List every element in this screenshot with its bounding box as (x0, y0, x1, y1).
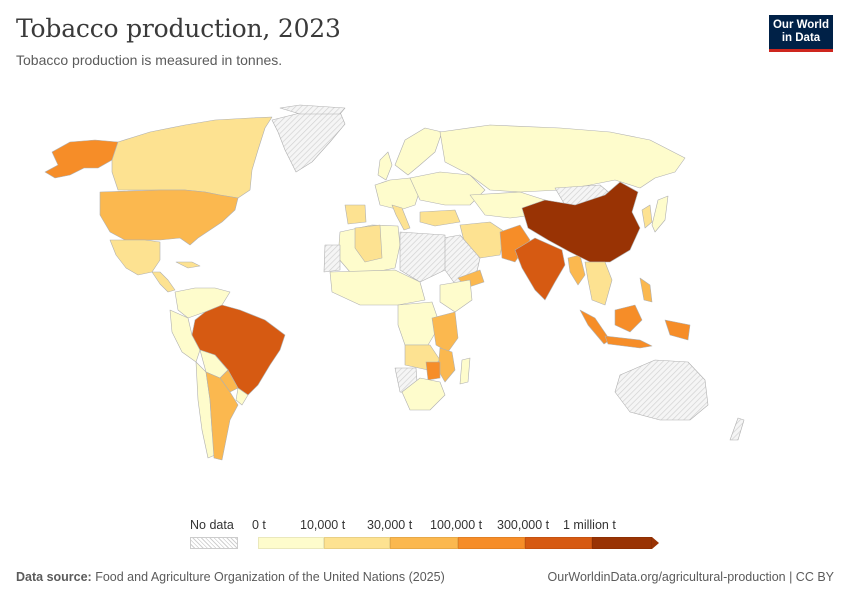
legend-arrow-icon (652, 537, 659, 549)
data-source: Data source: Food and Agriculture Organi… (16, 570, 445, 584)
legend-bin-label: 10,000 t (300, 518, 346, 532)
region-cuba[interactable] (175, 261, 201, 269)
region-algeria[interactable] (354, 224, 383, 263)
legend-swatch-0[interactable] (258, 537, 324, 549)
region-ethiopia[interactable] (439, 279, 473, 313)
region-antarctic-islands[interactable] (279, 104, 346, 115)
region-korea-japan[interactable] (641, 204, 653, 229)
region-libya-egypt[interactable] (399, 231, 446, 283)
region-uruguay[interactable] (235, 387, 249, 406)
legend-bin-label: 1 million t (563, 518, 616, 532)
region-greenland[interactable] (271, 111, 346, 173)
region-turkey[interactable] (419, 209, 461, 227)
region-new-zealand[interactable] (729, 417, 745, 441)
region-mexico[interactable] (109, 239, 161, 276)
region-united-states[interactable] (99, 189, 239, 246)
region-india[interactable] (514, 237, 566, 301)
legend-bin-label: 100,000 t (430, 518, 483, 532)
region-china[interactable] (521, 181, 641, 263)
region-madagascar[interactable] (459, 357, 471, 385)
region-malawi-mozambique[interactable] (437, 347, 456, 383)
region-western-europe[interactable] (374, 177, 421, 211)
region-philippines[interactable] (639, 277, 653, 303)
owid-logo[interactable]: Our World in Data (769, 15, 833, 52)
region-myanmar[interactable] (567, 254, 586, 286)
legend-swatch-3[interactable] (458, 537, 525, 549)
region-japan[interactable] (651, 195, 669, 233)
region-new-guinea[interactable] (664, 319, 691, 341)
region-indonesia-java[interactable] (604, 335, 653, 349)
legend-bin-label: 300,000 t (497, 518, 550, 532)
region-tanzania-kenya[interactable] (431, 311, 459, 353)
legend-swatch-2[interactable] (390, 537, 458, 549)
region-western-sahara[interactable] (323, 244, 341, 273)
region-uk[interactable] (377, 151, 393, 181)
region-argentina[interactable] (205, 371, 239, 461)
region-scandinavia[interactable] (394, 127, 443, 176)
legend-swatch-4[interactable] (525, 537, 592, 549)
region-canada[interactable] (111, 116, 273, 199)
region-south-africa[interactable] (401, 377, 446, 411)
legend-nodata-swatch[interactable] (190, 537, 238, 549)
region-central-america[interactable] (151, 271, 176, 293)
region-indonesia-sumatra[interactable] (579, 309, 611, 345)
region-spain[interactable] (344, 204, 367, 225)
legend-swatch-1[interactable] (324, 537, 390, 549)
region-sahel[interactable] (329, 269, 426, 306)
world-map (44, 104, 745, 461)
source-text: Food and Agriculture Organization of the… (95, 570, 445, 584)
region-australia[interactable] (614, 359, 709, 421)
region-russia[interactable] (439, 124, 686, 193)
region-alaska[interactable] (44, 139, 119, 179)
legend-bin-label: 30,000 t (367, 518, 413, 532)
chart-title: Tobacco production, 2023 (16, 14, 341, 43)
legend-bin-label: 0 t (252, 518, 266, 532)
chart-subtitle: Tobacco production is measured in tonnes… (16, 52, 283, 68)
legend-swatch-5[interactable] (592, 537, 652, 549)
logo-line-1: Our World (772, 19, 829, 31)
region-indochina[interactable] (584, 261, 613, 306)
region-indonesia-borneo[interactable] (614, 304, 643, 333)
logo-line-2: in Data (781, 32, 821, 44)
region-zimbabwe[interactable] (425, 361, 441, 381)
region-peru-ecuador[interactable] (169, 309, 201, 363)
credit-link[interactable]: OurWorldinData.org/agricultural-producti… (547, 570, 834, 584)
legend-nodata-label: No data (190, 518, 234, 532)
map-legend: No data 0 t 10,000 t 30,000 t 100,000 t … (0, 514, 850, 554)
region-italy[interactable] (391, 204, 411, 231)
source-prefix: Data source: (16, 570, 92, 584)
